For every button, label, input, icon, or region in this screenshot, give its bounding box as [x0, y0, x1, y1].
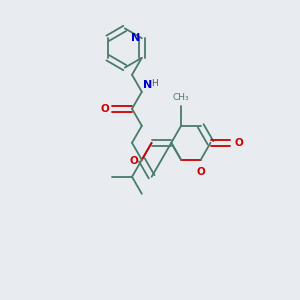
Text: H: H: [151, 79, 158, 88]
Text: N: N: [143, 80, 153, 90]
Text: O: O: [196, 167, 205, 177]
Text: O: O: [100, 104, 109, 114]
Text: N: N: [131, 33, 141, 43]
Text: O: O: [234, 138, 243, 148]
Text: CH₃: CH₃: [173, 93, 189, 102]
Text: O: O: [129, 157, 138, 166]
